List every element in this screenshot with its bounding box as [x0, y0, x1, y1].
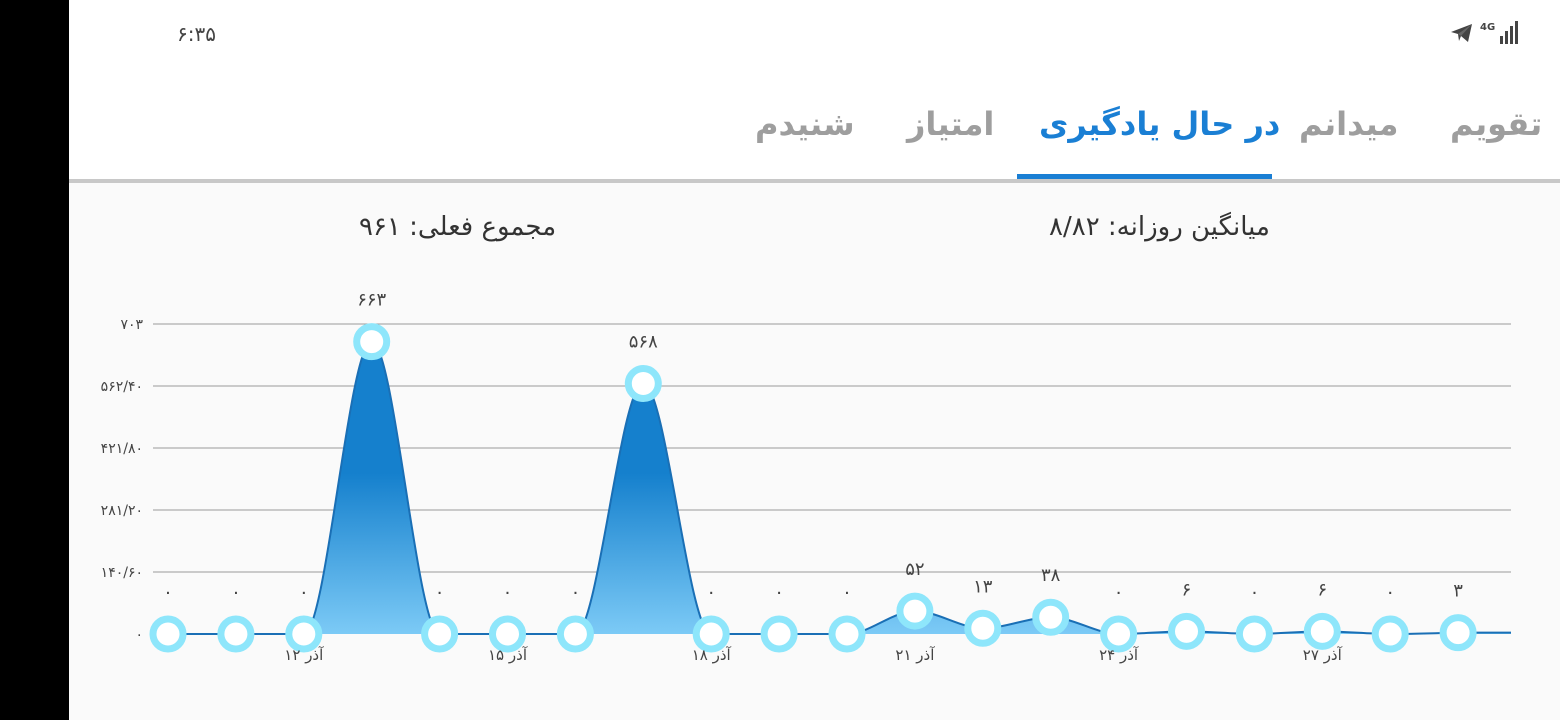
data-point-label: ۶۶۳	[357, 290, 386, 311]
chart-value-labels: ۰ ۰ ۰ ۶۶۳ ۰ ۰ ۰ ۵۶۸ ۰ ۰ ۰ ۵۲ ۱۳ ۳۸ ۰ ۶ ۰ ۶ ۰ ۳	[163, 290, 1463, 603]
status-icons: 4G	[1450, 20, 1520, 46]
data-point-marker	[421, 615, 459, 653]
network-type-label: 4G	[1480, 22, 1495, 33]
data-point-label: ۰	[299, 582, 309, 603]
x-tick-label: ۱۲ آذر	[284, 646, 324, 664]
data-point-marker	[285, 615, 323, 653]
data-point-label: ۰	[435, 582, 445, 603]
x-axis-labels: ۱۲ آذر ۱۵ آذر ۱۸ آذر ۲۱ آذر ۲۴ آذر ۲۷ آذر	[284, 646, 1342, 664]
data-point-marker	[1371, 615, 1409, 653]
tab-calendar[interactable]: تقویم	[1450, 105, 1543, 143]
y-tick-label: ۲۸۱/۲۰	[101, 503, 143, 519]
app-screen: ۶:۳۵ 4G تقویم میدانم در حال یادگیری امتی…	[69, 0, 1560, 720]
data-point-marker	[896, 592, 934, 630]
tab-learning[interactable]: در حال یادگیری	[1039, 105, 1281, 143]
data-point-marker	[217, 615, 255, 653]
data-point-marker	[1100, 615, 1138, 653]
x-tick-label: ۱۸ آذر	[692, 646, 732, 664]
status-clock: ۶:۳۵	[177, 22, 216, 46]
data-point-label: ۵۲	[905, 559, 924, 580]
daily-average: میانگین روزانه: ۸/۸۲	[1049, 212, 1270, 242]
chart-area	[168, 341, 1511, 634]
tab-heard[interactable]: شنیدم	[755, 105, 855, 143]
data-point-label: ۵۶۸	[629, 332, 658, 353]
data-point-label: ۶	[1317, 579, 1327, 600]
data-point-marker	[1235, 615, 1273, 653]
data-point-label: ۰	[1114, 582, 1124, 603]
data-point-label: ۰	[571, 582, 581, 603]
active-tab-indicator	[1017, 174, 1272, 179]
tab-known[interactable]: میدانم	[1299, 105, 1399, 143]
x-tick-label: ۲۷ آذر	[1303, 646, 1343, 664]
data-point-marker	[1439, 614, 1477, 652]
data-point-marker	[489, 615, 526, 653]
tab-bar: تقویم میدانم در حال یادگیری امتیاز شنیدم	[69, 70, 1560, 182]
tab-divider	[69, 179, 1560, 183]
data-point-label: ۰	[1385, 582, 1395, 603]
data-point-label: ۶	[1182, 579, 1192, 600]
y-tick-label: ۴۲۱/۸۰	[101, 441, 143, 457]
data-point-label: ۰	[503, 582, 513, 603]
data-point-marker	[149, 615, 187, 653]
data-point-label: ۳	[1453, 581, 1463, 602]
y-tick-label: ۷۰۳	[120, 317, 143, 333]
signal-icon: 4G	[1480, 21, 1518, 44]
y-axis-labels: ۰ ۱۴۰/۶۰ ۲۸۱/۲۰ ۴۲۱/۸۰ ۵۶۲/۴۰ ۷۰۳	[101, 317, 144, 643]
telegram-icon	[1451, 24, 1472, 42]
x-tick-label: ۲۱ آذر	[895, 646, 935, 664]
y-tick-label: ۰	[135, 627, 143, 643]
data-point-label: ۰	[842, 582, 852, 603]
data-point-marker	[1168, 612, 1205, 650]
tab-score[interactable]: امتیاز	[907, 105, 995, 143]
y-tick-label: ۱۴۰/۶۰	[101, 565, 143, 581]
data-point-label: ۰	[706, 582, 716, 603]
chart-markers	[149, 323, 1477, 653]
data-point-marker	[624, 365, 662, 403]
data-point-label: ۰	[231, 582, 241, 603]
data-point-label: ۰	[1250, 582, 1260, 603]
data-point-marker	[353, 323, 391, 361]
data-point-marker	[964, 609, 1002, 647]
data-point-label: ۰	[163, 582, 173, 603]
current-total: مجموع فعلی: ۹۶۱	[359, 212, 557, 242]
y-tick-label: ۵۶۲/۴۰	[101, 379, 143, 395]
status-bar: ۶:۳۵ 4G	[69, 0, 1560, 70]
data-point-label: ۰	[774, 582, 784, 603]
x-tick-label: ۲۴ آذر	[1099, 646, 1139, 664]
data-point-marker	[556, 615, 594, 653]
data-point-marker	[1303, 612, 1341, 650]
data-point-marker	[692, 615, 730, 653]
x-tick-label: ۱۵ آذر	[488, 646, 528, 664]
data-point-marker	[760, 615, 798, 653]
data-point-marker	[828, 615, 866, 653]
data-point-label: ۳۸	[1041, 565, 1061, 586]
data-point-label: ۱۳	[973, 576, 993, 597]
data-point-marker	[1032, 598, 1070, 636]
